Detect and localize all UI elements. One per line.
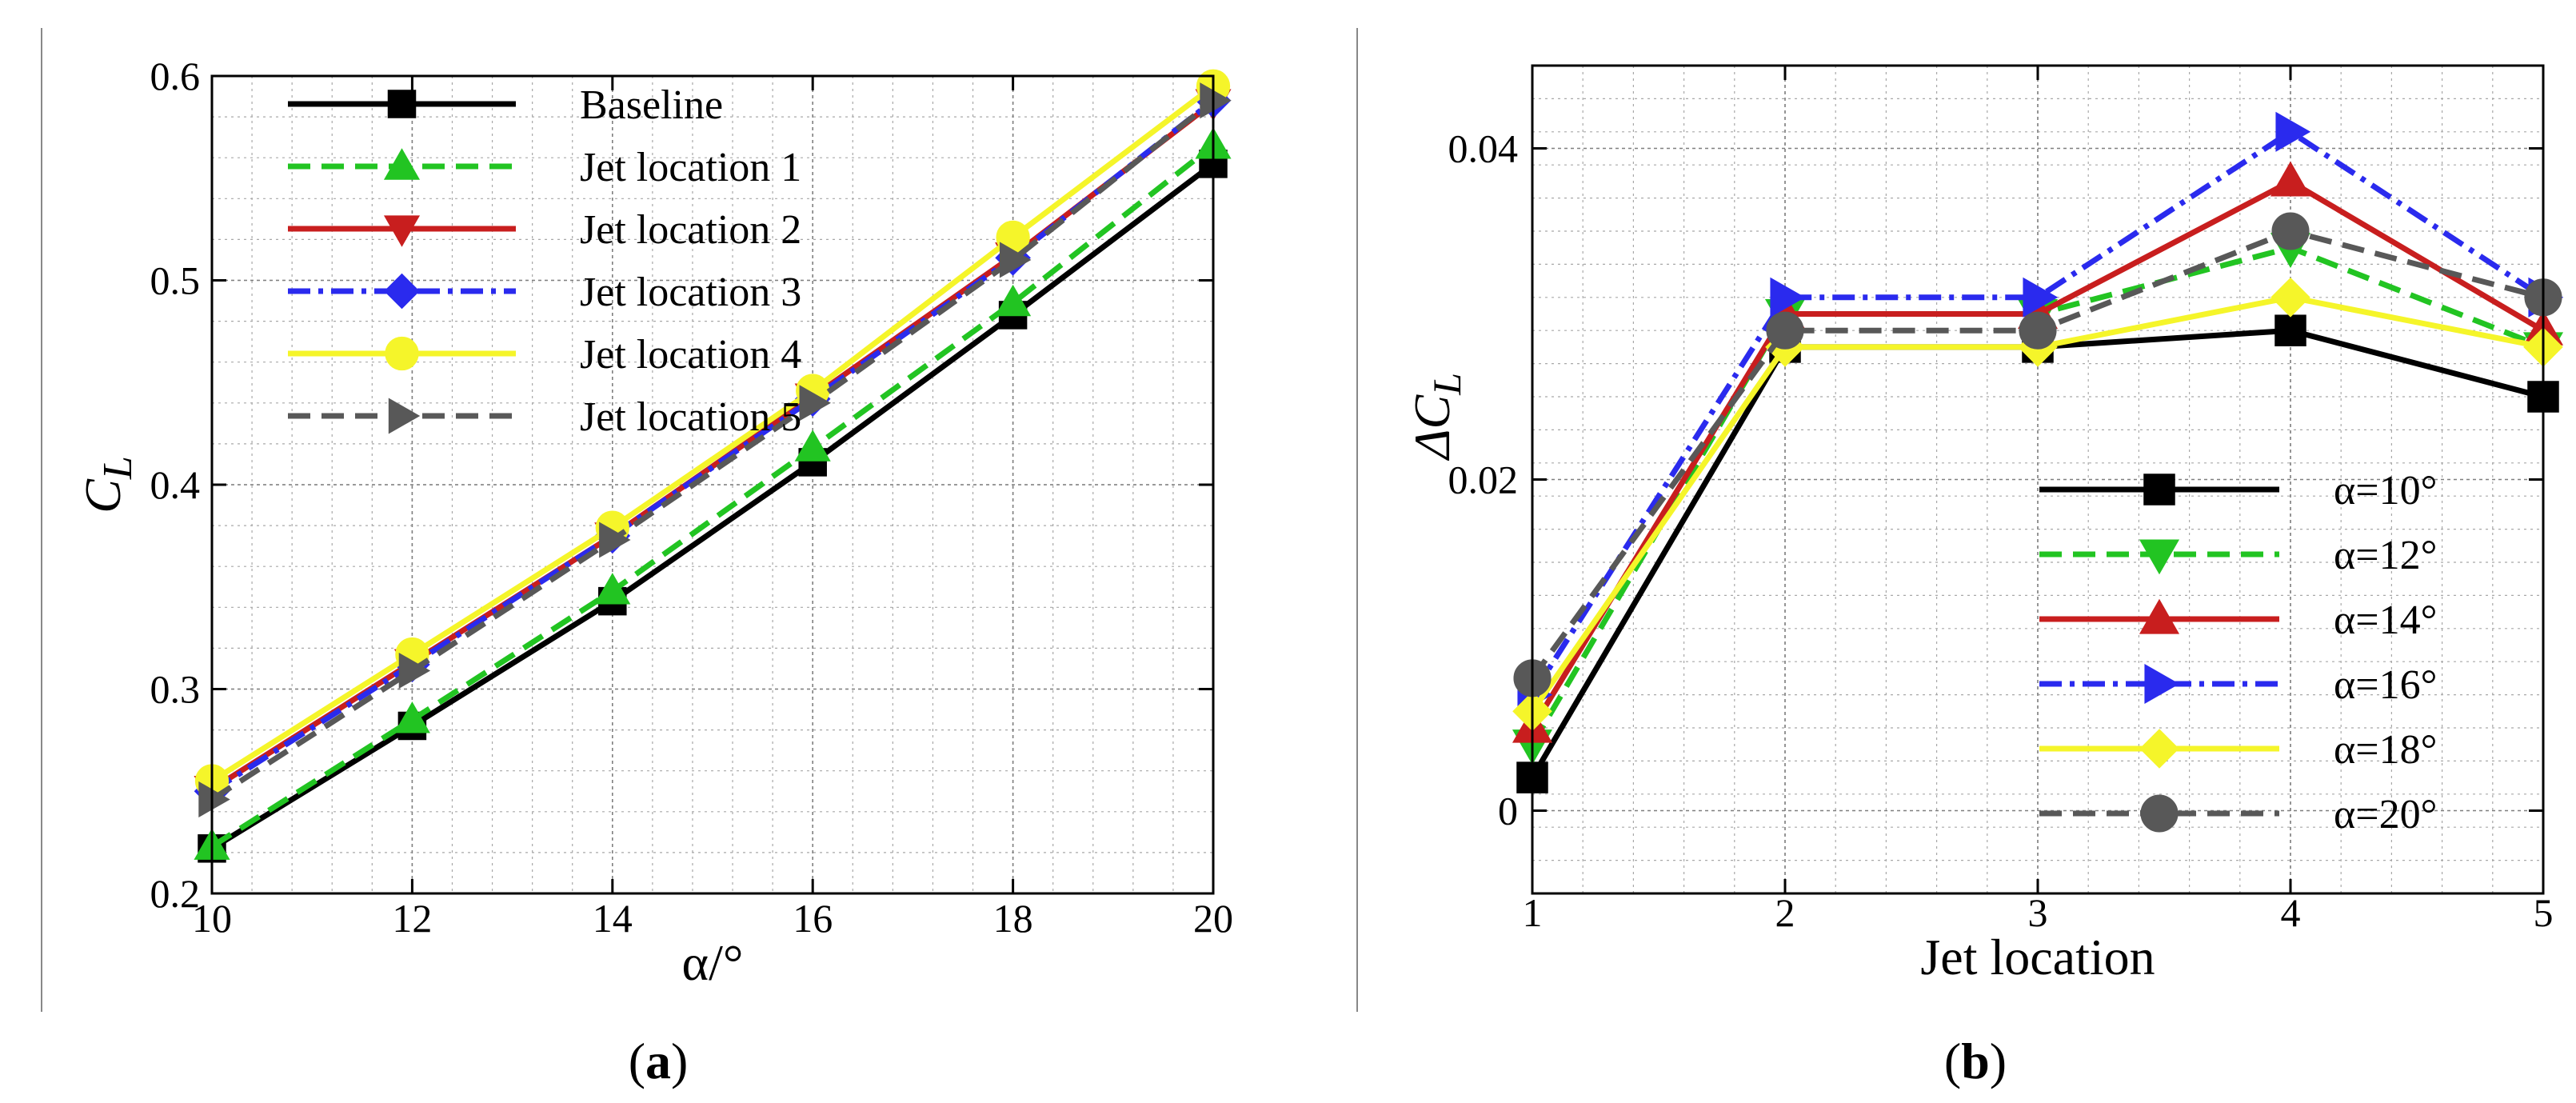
legend-marker-5 bbox=[385, 336, 419, 371]
series-1-point bbox=[2274, 314, 2306, 346]
y-tick-label: 0.6 bbox=[150, 54, 201, 98]
legend-marker-4 bbox=[2144, 663, 2180, 705]
series-4-point bbox=[1770, 277, 1806, 318]
series-2-point bbox=[393, 701, 430, 733]
y-axis-title-a-main: C bbox=[74, 478, 131, 514]
series-6-point bbox=[1200, 82, 1232, 119]
panel-label-a: (a) bbox=[629, 1033, 689, 1089]
series-line-5 bbox=[210, 83, 1216, 784]
panel-label-b-prefix: ( bbox=[1944, 1033, 1961, 1089]
series-6-point bbox=[1766, 311, 1804, 350]
legend-marker-5 bbox=[2139, 729, 2179, 769]
legend-marker-6 bbox=[2140, 794, 2179, 833]
legend-marker-4 bbox=[384, 273, 420, 310]
series-line-1 bbox=[210, 162, 1216, 851]
series-6-point bbox=[2019, 311, 2057, 350]
y-axis-title-b-sub: L bbox=[1424, 373, 1469, 396]
series-4-point bbox=[2023, 277, 2059, 318]
series-6-point bbox=[799, 385, 831, 422]
series-3-point bbox=[2270, 161, 2311, 197]
legend-label-3: α=14° bbox=[2334, 597, 2437, 643]
legend-marker-2 bbox=[2139, 539, 2180, 575]
y-axis-title-b-main: ΔC bbox=[1404, 394, 1460, 462]
legend-label-3: Jet location 2 bbox=[580, 207, 801, 253]
x-tick-label: 5 bbox=[2534, 890, 2554, 935]
y-tick-label: 0.5 bbox=[150, 258, 201, 303]
x-tick-label: 16 bbox=[793, 896, 833, 941]
legend-label-2: Jet location 1 bbox=[580, 145, 801, 190]
legend-label-5: Jet location 4 bbox=[580, 332, 801, 378]
series-6-point bbox=[2271, 212, 2310, 250]
legend-marker-1 bbox=[2143, 474, 2175, 506]
legend-label-1: α=10° bbox=[2334, 468, 2437, 514]
ticks-a: 10 12 14 16 18 20 0.2 0.3 0.4 0.5 0.6 bbox=[150, 54, 1234, 941]
legend-a: Baseline Jet location 1 Jet location 2 Jet … bbox=[288, 82, 801, 440]
series-line-3 bbox=[1530, 178, 2545, 729]
y-tick-label: 0.2 bbox=[150, 871, 201, 916]
legend-label-4: Jet location 3 bbox=[580, 270, 801, 315]
series-6-point bbox=[398, 652, 431, 689]
series-5-point bbox=[2270, 277, 2310, 318]
x-tick-label: 20 bbox=[1193, 896, 1233, 941]
series-6-point bbox=[999, 242, 1032, 278]
series-line-2 bbox=[210, 143, 1216, 849]
y-axis-title-a: CL bbox=[74, 456, 141, 514]
y-tick-label: 0.4 bbox=[150, 462, 201, 507]
legend-marker-3 bbox=[2139, 598, 2180, 634]
panel-label-a-suffix: ) bbox=[671, 1033, 688, 1089]
x-tick-label: 18 bbox=[993, 896, 1033, 941]
x-axis-title-a: α/° bbox=[682, 934, 744, 991]
panel-label-b: (b) bbox=[1944, 1033, 2007, 1089]
ticks-b: 1 2 3 4 5 0 0.02 0.04 bbox=[1448, 66, 2554, 935]
legend-marker-1 bbox=[387, 90, 417, 118]
y-tick-label: 0.3 bbox=[150, 667, 201, 712]
legend-marker-2 bbox=[383, 148, 421, 180]
chart-panel-b: 1 2 3 4 5 0 0.02 0.04 α=10° α=12° α=14° α=16° α=18°… bbox=[1404, 64, 2564, 1089]
x-tick-label: 1 bbox=[1523, 890, 1543, 935]
series-line-6 bbox=[210, 98, 1216, 802]
y-tick-label: 0.04 bbox=[1448, 126, 1519, 171]
legend-marker-3 bbox=[383, 215, 421, 247]
legend-label-5: α=18° bbox=[2334, 727, 2437, 773]
panel-label-a-letter: a bbox=[645, 1033, 671, 1089]
series-2-point bbox=[594, 573, 631, 605]
legend-label-1: Baseline bbox=[580, 82, 723, 128]
legend-label-2: α=12° bbox=[2334, 533, 2437, 578]
legend-marker-6 bbox=[388, 398, 421, 434]
x-tick-label: 4 bbox=[2281, 890, 2301, 935]
legend-label-6: Jet location 5 bbox=[580, 394, 801, 440]
y-tick-label: 0 bbox=[1498, 789, 1518, 833]
x-tick-label: 12 bbox=[392, 896, 432, 941]
panel-label-b-letter: b bbox=[1961, 1033, 1990, 1089]
x-tick-label: 14 bbox=[593, 896, 633, 941]
chart-panel-a: 10 12 14 16 18 20 0.2 0.3 0.4 0.5 0.6 Baseline Jet … bbox=[74, 54, 1233, 1089]
series-4-point bbox=[2275, 111, 2311, 152]
panel-label-b-suffix: ) bbox=[1990, 1033, 2007, 1089]
y-axis-title-b: ΔCL bbox=[1404, 373, 1469, 462]
series-2-point bbox=[995, 284, 1032, 317]
legend-b: α=10° α=12° α=14° α=16° α=18° α=20° bbox=[2039, 468, 2437, 837]
x-axis-title-b: Jet location bbox=[1920, 929, 2155, 985]
panel-label-a-prefix: ( bbox=[629, 1033, 645, 1089]
x-tick-label: 3 bbox=[2028, 890, 2048, 935]
series-2-point bbox=[794, 430, 831, 462]
x-tick-label: 10 bbox=[192, 896, 232, 941]
y-tick-label: 0.02 bbox=[1448, 458, 1519, 502]
x-tick-label: 2 bbox=[1775, 890, 1795, 935]
legend-label-6: α=20° bbox=[2334, 792, 2437, 837]
series-6-point bbox=[198, 781, 230, 818]
series-6-point bbox=[599, 522, 631, 558]
legend-label-4: α=16° bbox=[2334, 662, 2437, 708]
y-axis-title-a-sub: L bbox=[95, 456, 141, 480]
